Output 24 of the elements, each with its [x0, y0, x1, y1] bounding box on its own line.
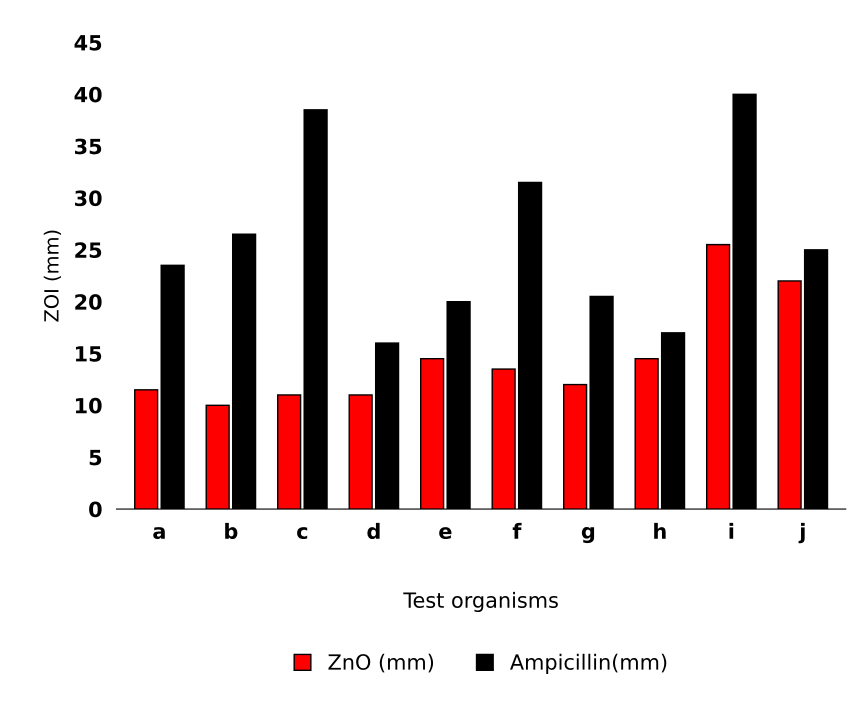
x-tick-label: e [439, 527, 452, 540]
x-tick-label: a [153, 527, 165, 540]
y-tick-label: 35 [75, 138, 102, 154]
x-tick-label: b [225, 522, 238, 540]
y-tick-label: 20 [75, 294, 102, 310]
legend-label: ZnO (mm) [328, 654, 434, 672]
y-tick-label: 10 [76, 398, 102, 414]
y-tick-label: 15 [76, 346, 102, 362]
x-tick-label: j [798, 522, 805, 544]
x-tick-label: g [582, 526, 594, 544]
y-axis-title: ZOI (mm) [44, 230, 62, 322]
y-tick-label: 45 [74, 35, 102, 51]
x-tick-label: i [730, 522, 734, 539]
x-axis-title: Test organisms [403, 592, 558, 612]
y-tick-label: 40 [74, 86, 102, 102]
x-tick-label: h [654, 522, 666, 539]
y-tick-label: 30 [75, 190, 102, 206]
y-tick-label: 5 [90, 450, 102, 466]
x-tick-label: c [297, 527, 308, 540]
y-tick-label: 0 [89, 501, 102, 518]
legend-label: Ampicillin(mm) [510, 654, 666, 674]
y-tick-label: 25 [75, 242, 102, 258]
x-tick-label: d [367, 522, 380, 540]
x-tick-label: f [512, 522, 522, 539]
